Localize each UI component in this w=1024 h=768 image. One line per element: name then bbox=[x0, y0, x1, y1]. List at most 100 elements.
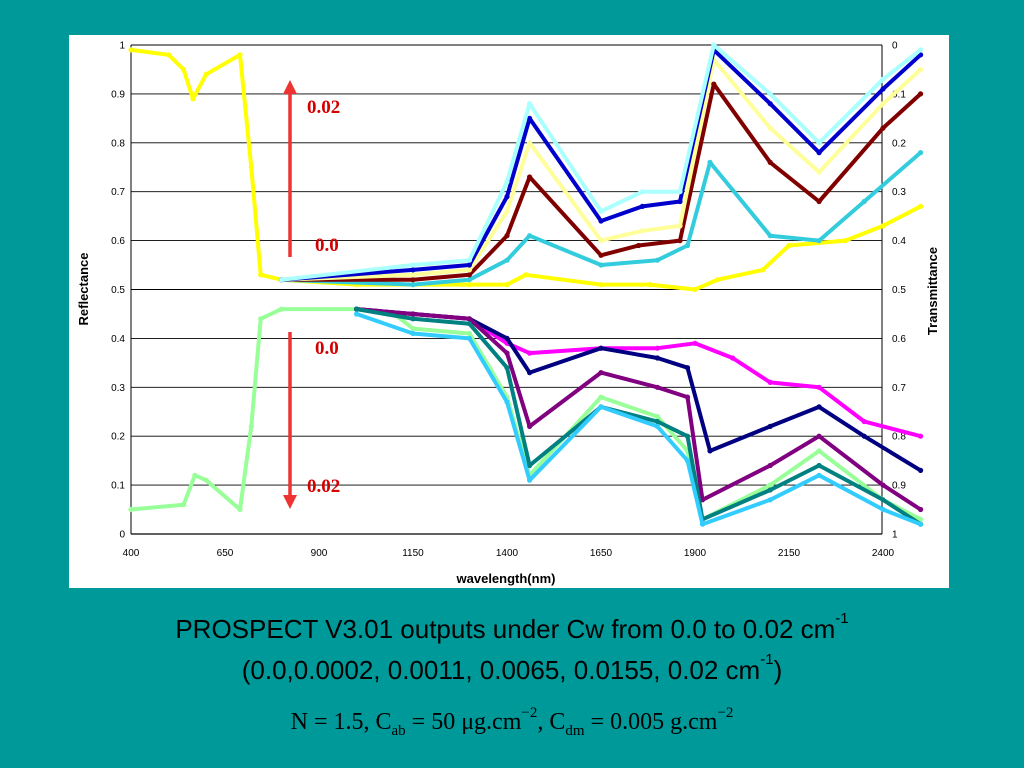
transmittance-series-6-point bbox=[466, 335, 472, 341]
caption-sup-2: −2 bbox=[717, 705, 734, 721]
transmittance-series-1-point bbox=[181, 502, 187, 508]
reflectance-series-1-point bbox=[181, 66, 187, 73]
reflectance-series-6-point bbox=[767, 91, 773, 97]
y-tick-left: 0.1 bbox=[111, 481, 125, 492]
reflectance-series-5-point bbox=[918, 52, 924, 58]
reflectance-series-4-point bbox=[504, 208, 510, 214]
reflectance-series-2-point bbox=[410, 282, 416, 288]
caption-line-1: PROSPECT V3.01 outputs under Cw from 0.0… bbox=[0, 610, 1024, 645]
reflectance-series-4-point bbox=[880, 101, 886, 107]
transmittance-series-4-point bbox=[880, 482, 886, 488]
reflectance-series-3-point bbox=[918, 91, 924, 97]
reflectance-series-3-point bbox=[504, 233, 510, 239]
transmittance-series-6-point bbox=[354, 311, 360, 317]
reflectance-series-1-point bbox=[842, 238, 849, 244]
y-tick-left: 0.6 bbox=[111, 236, 125, 247]
x-tick: 1400 bbox=[496, 548, 519, 559]
y-tick-right: 0.5 bbox=[892, 285, 906, 296]
transmittance-series-5-point bbox=[880, 497, 886, 503]
annotation-refl-top: 0.02 bbox=[307, 97, 340, 118]
transmittance-series-5-point bbox=[466, 321, 472, 327]
reflectance-series-1-point bbox=[504, 282, 510, 288]
reflectance-series-2-point bbox=[654, 257, 661, 263]
y-tick-right: 0.3 bbox=[892, 187, 906, 198]
reflectance-series-6-point bbox=[711, 42, 717, 48]
caption-line-2-sup: -1 bbox=[760, 651, 774, 668]
transmittance-series-3-point bbox=[684, 365, 691, 371]
reflectance-series-1-point bbox=[647, 282, 653, 288]
reflectance-series-3-point bbox=[767, 159, 773, 165]
reflectance-series-4-point bbox=[767, 125, 773, 131]
transmittance-series-6-point bbox=[767, 497, 773, 503]
reflectance-series-5-point bbox=[598, 218, 604, 224]
reflectance-series-4-point bbox=[639, 228, 646, 234]
reflectance-series-1-point bbox=[918, 203, 924, 209]
transmittance-series-1 bbox=[129, 307, 923, 522]
transmittance-series-5-point bbox=[816, 462, 822, 469]
transmittance-series-1-point bbox=[128, 506, 134, 513]
y-axis-title-left: Reflectance bbox=[76, 253, 91, 326]
reflectance-series-1-point bbox=[692, 286, 698, 293]
y-tick-left: 0.2 bbox=[111, 432, 125, 443]
reflectance-series-2-point bbox=[684, 242, 691, 249]
reflectance-series-1-point bbox=[203, 71, 209, 77]
reflectance-series-2-point bbox=[918, 150, 924, 156]
reflectance-series-6-point bbox=[816, 140, 822, 146]
transmittance-series-3-point bbox=[504, 335, 510, 341]
transmittance-series-4-point bbox=[527, 423, 533, 429]
reflectance-series-6-point bbox=[598, 208, 604, 214]
annotation-trans-bottom: 0.02 bbox=[307, 476, 340, 497]
transmittance-series-2-point bbox=[730, 355, 736, 361]
reflectance-series-1-point bbox=[248, 164, 254, 170]
transmittance-series-5-point bbox=[684, 433, 691, 439]
transmittance-series-1-point bbox=[192, 472, 198, 478]
reflectance-series-1-point bbox=[880, 223, 886, 229]
transmittance-series-6-point bbox=[699, 521, 706, 527]
grid-lines bbox=[130, 44, 883, 535]
reflectance-series-2-point bbox=[504, 257, 510, 263]
reflectance-series-1-point bbox=[760, 267, 766, 273]
transmittance-series-3-point bbox=[598, 345, 604, 351]
transmittance-series-1-point bbox=[466, 330, 472, 337]
transmittance-series-5-point bbox=[654, 418, 661, 425]
annotation-trans-top: 0.0 bbox=[315, 338, 339, 359]
transmittance-series-2-point bbox=[527, 350, 533, 356]
reflectance-series-1-point bbox=[190, 96, 196, 102]
caption-sub-dm: dm bbox=[565, 722, 585, 739]
reflectance-series-3-point bbox=[636, 242, 642, 249]
transmittance-series-1-point bbox=[918, 516, 924, 522]
transmittance-series-6-point bbox=[684, 458, 691, 464]
transmittance-series-3-point bbox=[654, 355, 661, 361]
x-axis-title: wavelength(nm) bbox=[456, 571, 556, 586]
reflectance-series-1-point bbox=[523, 272, 529, 278]
caption-param-n: N = 1.5, C bbox=[290, 709, 392, 735]
transmittance-series-3 bbox=[354, 307, 923, 473]
caption-param-cdm: = 0.005 g.cm bbox=[584, 709, 718, 735]
transmittance-series-6-point bbox=[816, 472, 822, 478]
x-tick: 650 bbox=[217, 548, 234, 559]
caption-line-1-sup: -1 bbox=[835, 610, 849, 627]
reflectance-series-3-point bbox=[880, 125, 886, 131]
x-tick: 1650 bbox=[590, 548, 613, 559]
transmittance-series-4-point bbox=[767, 462, 773, 469]
transmittance-series-4-point bbox=[598, 370, 604, 376]
caption-line-2-text: (0.0,0.0002, 0.0011, 0.0065, 0.0155, 0.0… bbox=[241, 655, 761, 685]
chart-panel: 0 1 0.1 0.9 0.2 0.8 0.3 0.7 0.4 0.6 0.5 0.5 0.6 0.4 0.… bbox=[69, 35, 949, 588]
reflectance-series-5-point bbox=[816, 150, 822, 156]
reflectance-series-6-point bbox=[466, 257, 472, 263]
transmittance-series-3-point bbox=[707, 448, 713, 454]
transmittance-series-5-point bbox=[767, 487, 773, 493]
reflectance-series-1-point bbox=[166, 52, 172, 58]
transmittance-series-1-point bbox=[816, 448, 822, 454]
reflectance-series-3-point bbox=[816, 198, 822, 205]
y-tick-left: 0 bbox=[119, 530, 125, 541]
y-tick-left: 0.7 bbox=[111, 187, 125, 198]
reflectance-series-3 bbox=[279, 82, 923, 282]
x-tick: 1900 bbox=[684, 548, 707, 559]
reflectance-series-6-point bbox=[410, 262, 416, 268]
transmittance-series-2-point bbox=[654, 345, 661, 351]
reflectance-series-1-point bbox=[237, 52, 243, 58]
y-tick-right: 0.6 bbox=[892, 334, 906, 345]
x-tick: 2400 bbox=[872, 548, 895, 559]
transmittance-series-4-point bbox=[684, 394, 691, 400]
